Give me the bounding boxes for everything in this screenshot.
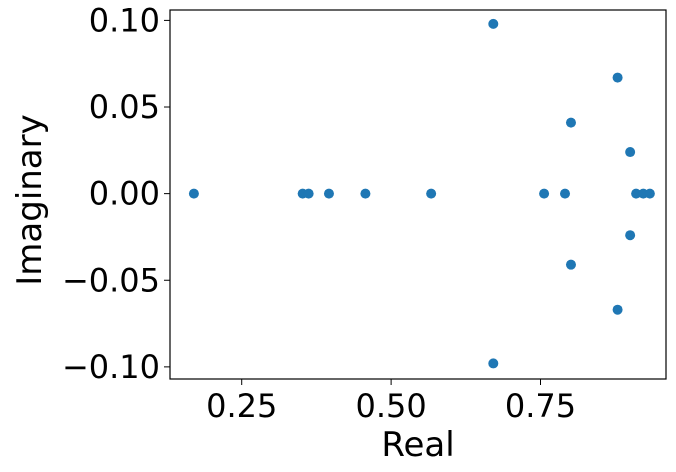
x-tick-label: 0.75 (505, 387, 576, 425)
data-point (631, 188, 642, 199)
data-point (644, 188, 655, 199)
data-points (188, 18, 655, 369)
data-point (488, 18, 499, 29)
x-tick-label: 0.50 (355, 387, 426, 425)
data-point (612, 304, 623, 315)
y-axis-label: Imaginary (10, 114, 50, 286)
y-tick-label: −0.05 (62, 261, 160, 299)
y-tick-label: 0.10 (89, 1, 160, 39)
data-point (539, 188, 550, 199)
x-tick-label: 0.25 (206, 387, 277, 425)
data-point (625, 230, 636, 241)
data-point (488, 358, 499, 369)
data-point (625, 147, 636, 158)
data-point (360, 188, 371, 199)
data-point (565, 117, 576, 128)
x-axis: 0.25 0.50 0.75 (206, 379, 576, 425)
data-point (560, 188, 571, 199)
data-point (612, 72, 623, 83)
data-point (323, 188, 334, 199)
y-tick-label: 0.00 (89, 175, 160, 213)
plot-area (169, 9, 667, 380)
data-point (565, 259, 576, 270)
y-axis: 0.10 0.05 0.00 −0.05 −0.10 (62, 1, 170, 386)
data-point (426, 188, 437, 199)
y-tick-label: 0.05 (89, 88, 160, 126)
y-tick-label: −0.10 (62, 348, 160, 386)
data-point (303, 188, 314, 199)
data-point (188, 188, 199, 199)
x-axis-label: Real (381, 425, 454, 465)
